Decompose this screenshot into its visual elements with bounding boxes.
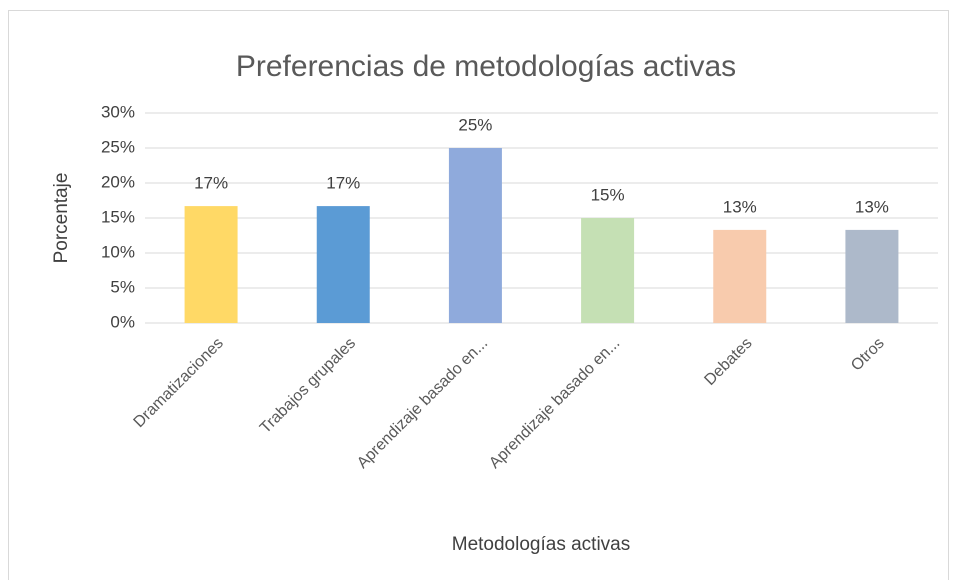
x-axis-label: Metodologías activas xyxy=(452,534,631,555)
y-tick-label: 30% xyxy=(101,102,135,121)
y-tick-label: 10% xyxy=(101,242,135,261)
bar xyxy=(845,229,899,323)
bar xyxy=(448,148,502,323)
y-tick-label: 20% xyxy=(101,172,135,191)
data-label: 17% xyxy=(326,174,360,193)
bar xyxy=(316,206,370,323)
bar xyxy=(713,229,767,323)
y-tick-label: 25% xyxy=(101,137,135,156)
bar xyxy=(184,206,238,323)
data-label: 17% xyxy=(194,174,228,193)
chart-title: Preferencias de metodologías activas xyxy=(236,50,736,83)
data-label: 25% xyxy=(458,115,492,134)
data-label: 13% xyxy=(855,197,889,216)
y-tick-label: 5% xyxy=(110,277,135,296)
data-label: 15% xyxy=(591,185,625,204)
data-label: 13% xyxy=(723,197,757,216)
y-tick-label: 15% xyxy=(101,207,135,226)
bar xyxy=(581,218,635,323)
y-axis-label: Porcentaje xyxy=(51,173,72,264)
y-tick-label: 0% xyxy=(110,312,135,331)
